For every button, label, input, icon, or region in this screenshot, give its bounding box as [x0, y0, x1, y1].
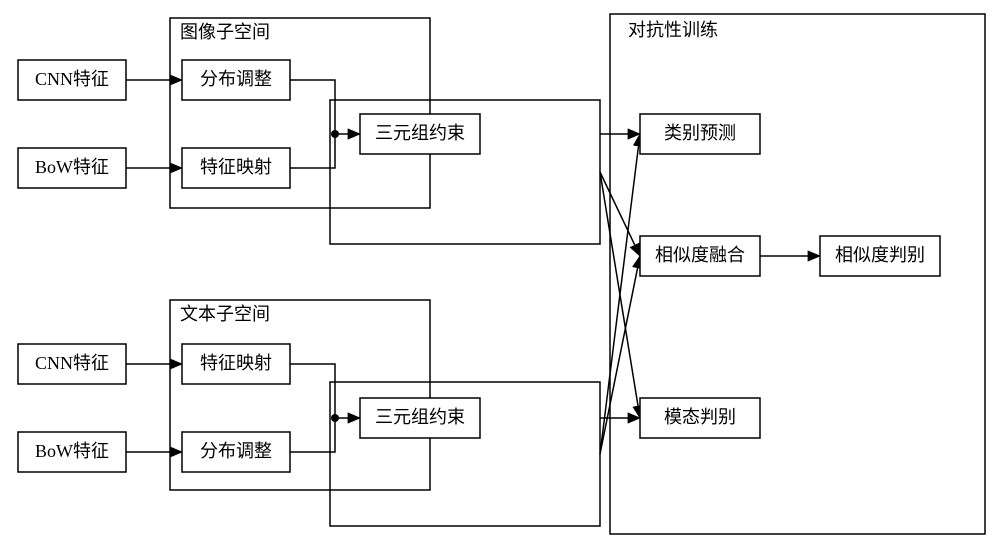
node-label-sim_fuse: 相似度融合 — [655, 245, 745, 265]
edge-14 — [600, 134, 640, 454]
node-label-map_top: 特征映射 — [200, 157, 272, 177]
group-title-image_subspace: 图像子空间 — [180, 22, 270, 42]
node-label-sim_disc: 相似度判别 — [835, 245, 925, 265]
edge-6 — [290, 134, 335, 168]
node-label-bow_top: BoW特征 — [35, 157, 109, 177]
node-label-cnn_top: CNN特征 — [35, 69, 109, 89]
node-label-dist_bot: 分布调整 — [200, 441, 272, 461]
node-label-bow_bot: BoW特征 — [35, 441, 109, 461]
junction-j_bot — [331, 414, 339, 422]
group-title-adversarial: 对抗性训练 — [628, 20, 718, 40]
node-label-cls_pred: 类别预测 — [664, 123, 736, 143]
node-label-tri_top: 三元组约束 — [375, 123, 465, 143]
junction-j_top — [331, 130, 339, 138]
node-label-map_bot: 特征映射 — [200, 353, 272, 373]
edge-15 — [600, 256, 640, 454]
node-label-dist_top: 分布调整 — [200, 69, 272, 89]
edge-9 — [290, 418, 335, 452]
edge-5 — [290, 80, 335, 134]
node-label-mod_disc: 模态判别 — [664, 407, 736, 427]
group-title-text_subspace: 文本子空间 — [180, 304, 270, 324]
edge-8 — [290, 364, 335, 418]
node-label-tri_bot: 三元组约束 — [375, 407, 465, 427]
node-label-cnn_bot: CNN特征 — [35, 353, 109, 373]
